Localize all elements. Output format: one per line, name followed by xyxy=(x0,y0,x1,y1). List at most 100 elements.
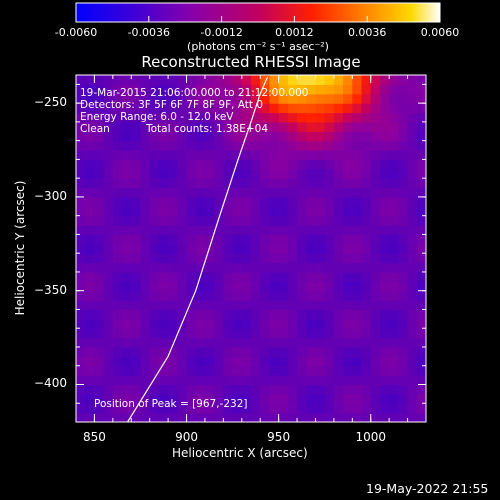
heatmap-cell xyxy=(416,225,426,236)
heatmap-cell xyxy=(343,290,353,301)
heatmap-cell xyxy=(407,215,418,226)
heatmap-cell xyxy=(251,328,261,339)
heatmap-cell xyxy=(379,403,390,414)
heatmap-cell xyxy=(214,150,224,161)
heatmap-cell xyxy=(315,318,326,329)
heatmap-cell xyxy=(407,225,418,236)
heatmap-cell xyxy=(122,375,132,386)
heatmap-cell xyxy=(361,243,372,254)
heatmap-cell xyxy=(140,243,151,254)
heatmap-cell xyxy=(343,178,353,189)
heatmap-cell xyxy=(333,215,344,226)
footer-date: 19-May-2022 21:55 xyxy=(366,481,489,496)
heatmap-cell xyxy=(103,84,114,95)
heatmap-cell xyxy=(103,196,114,207)
heatmap-cell xyxy=(94,337,105,348)
heatmap-cell xyxy=(168,300,178,311)
heatmap-cell xyxy=(177,403,188,414)
heatmap-cell xyxy=(232,346,243,357)
heatmap-cell xyxy=(278,318,289,329)
heatmap-cell xyxy=(103,225,114,236)
heatmap-cell xyxy=(158,93,169,104)
heatmap-cell xyxy=(232,309,243,320)
heatmap-cell xyxy=(195,131,206,142)
heatmap-cell xyxy=(140,93,151,104)
heatmap-cell xyxy=(140,196,151,207)
heatmap-cell xyxy=(379,140,390,151)
heatmap-cell xyxy=(94,234,105,245)
heatmap-cell xyxy=(94,412,105,422)
heatmap-cell xyxy=(398,206,409,217)
overlay-total-counts: Total counts: 1.38E+04 xyxy=(146,123,269,135)
heatmap-cell xyxy=(195,215,206,226)
heatmap-cell xyxy=(343,271,353,282)
heatmap-cell xyxy=(343,140,353,151)
heatmap-cell xyxy=(287,187,298,198)
heatmap-cell xyxy=(389,159,399,170)
axis-ticks xyxy=(75,75,427,423)
heatmap-cell xyxy=(149,206,160,217)
heatmap-cell xyxy=(260,271,271,282)
heatmap-cell xyxy=(186,187,197,198)
heatmap-cell xyxy=(269,131,280,142)
heatmap-cells xyxy=(76,75,426,422)
heatmap-cell xyxy=(158,178,169,189)
heatmap-cell xyxy=(223,412,234,422)
heatmap-cell xyxy=(149,187,160,198)
heatmap-cell xyxy=(168,206,178,217)
heatmap-cell xyxy=(195,346,206,357)
heatmap-cell xyxy=(379,150,390,161)
heatmap-cell xyxy=(251,318,261,329)
heatmap-cell xyxy=(251,375,261,386)
heatmap-cell xyxy=(361,206,372,217)
heatmap-cell xyxy=(122,300,132,311)
heatmap-cell xyxy=(195,309,206,320)
heatmap-cell xyxy=(204,290,215,301)
heatmap-cell xyxy=(407,234,418,245)
heatmap-cell xyxy=(352,337,363,348)
heatmap-cell xyxy=(131,281,142,292)
heatmap-cell xyxy=(177,290,188,301)
heatmap-cell xyxy=(103,375,114,386)
heatmap-cell xyxy=(168,393,178,404)
heatmap-cell xyxy=(306,393,317,404)
plot-frame xyxy=(75,74,427,423)
heatmap-cell xyxy=(122,225,132,236)
heatmap-cell xyxy=(241,196,252,207)
heatmap-cell xyxy=(389,403,399,414)
heatmap-cell xyxy=(158,309,169,320)
heatmap-cell xyxy=(232,215,243,226)
heatmap-cell xyxy=(85,103,96,114)
heatmap-cell xyxy=(361,140,372,151)
heatmap-cell xyxy=(186,196,197,207)
heatmap-cell xyxy=(315,75,326,85)
heatmap-cell xyxy=(149,337,160,348)
heatmap-cell xyxy=(361,375,372,386)
heatmap-cell xyxy=(343,356,353,367)
heatmap-cell xyxy=(306,328,317,339)
heatmap-cell xyxy=(251,168,261,179)
heatmap-cell xyxy=(168,243,178,254)
heatmap-cell xyxy=(306,121,317,132)
heatmap-cell xyxy=(204,253,215,264)
heatmap-cell xyxy=(122,159,132,170)
heatmap-cell xyxy=(251,187,261,198)
heatmap-cell xyxy=(287,75,298,85)
heatmap-cell xyxy=(260,131,271,142)
heatmap-cell xyxy=(251,178,261,189)
heatmap-cell xyxy=(370,356,381,367)
heatmap-cell xyxy=(168,159,178,170)
heatmap-cell xyxy=(122,103,132,114)
heatmap-cell xyxy=(269,225,280,236)
heatmap-cell xyxy=(168,262,178,273)
heatmap-cell xyxy=(195,196,206,207)
heatmap-cell xyxy=(112,365,123,376)
heatmap-cell xyxy=(389,384,399,395)
heatmap-cell xyxy=(306,403,317,414)
heatmap-cell xyxy=(297,271,307,282)
heatmap-cell xyxy=(389,140,399,151)
heatmap-cell xyxy=(333,253,344,264)
heatmap-cell xyxy=(131,112,142,123)
heatmap-cell xyxy=(315,84,326,95)
heatmap-cell xyxy=(352,346,363,357)
